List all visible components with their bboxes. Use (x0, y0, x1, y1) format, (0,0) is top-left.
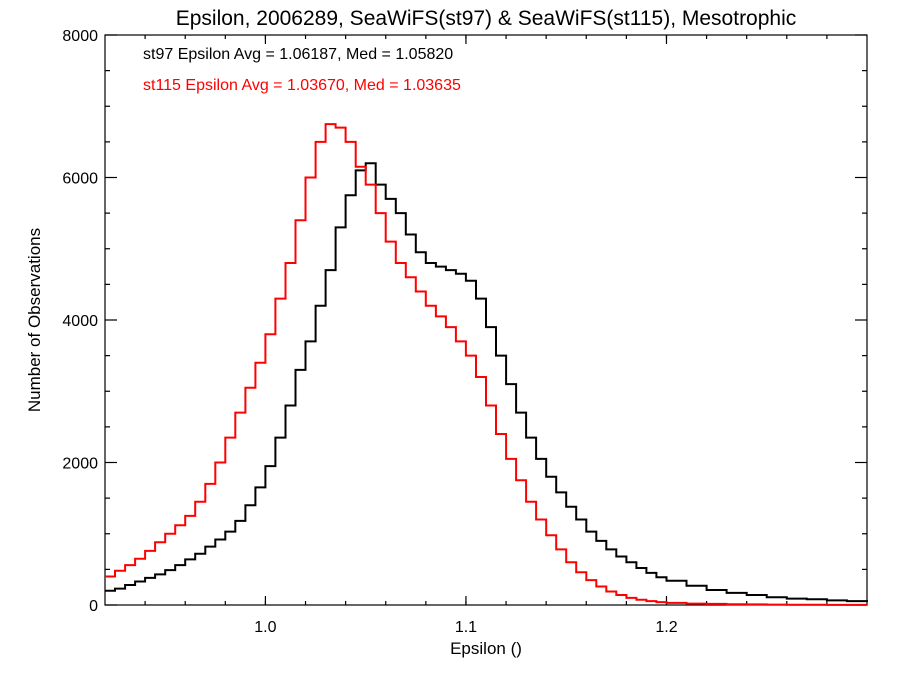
y-tick-label: 2000 (62, 456, 98, 473)
x-tick-label: 1.0 (254, 619, 276, 636)
axis-ticks: 1.0 1.1 1.2 0 2000 4000 6000 8000 (62, 28, 867, 636)
annotation-0: st97 Epsilon Avg = 1.06187, Med = 1.0582… (143, 46, 453, 63)
series-line-1 (105, 123, 867, 606)
x-tick-label: 1.2 (655, 619, 677, 636)
y-tick-label: 8000 (62, 28, 98, 45)
series-layer (105, 123, 868, 606)
chart-title: Epsilon, 2006289, SeaWiFS(st97) & SeaWiF… (176, 7, 797, 30)
annotations: st97 Epsilon Avg = 1.06187, Med = 1.0582… (143, 46, 461, 94)
y-tick-label: 6000 (62, 171, 98, 188)
y-axis-label: Number of Observations (25, 228, 44, 412)
annotation-1: st115 Epsilon Avg = 1.03670, Med = 1.036… (143, 77, 461, 94)
x-tick-label: 1.1 (455, 619, 477, 636)
series-line-0 (105, 162, 868, 603)
x-axis-label: Epsilon () (450, 639, 522, 658)
y-tick-label: 4000 (62, 313, 98, 330)
y-tick-label: 0 (89, 598, 98, 615)
